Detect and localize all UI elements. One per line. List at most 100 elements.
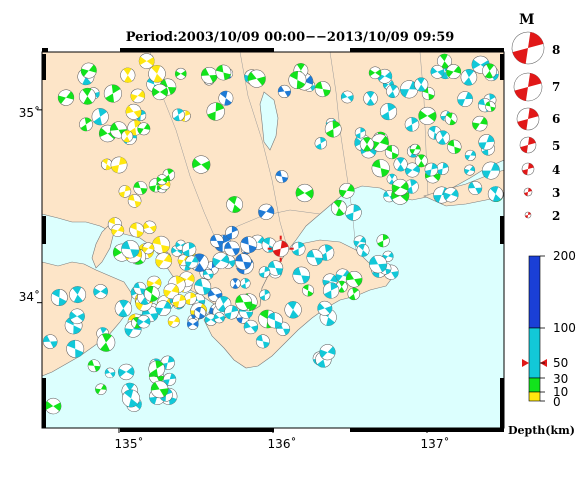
magnitude-legend-ball: [521, 162, 535, 176]
earthquake-mechanism: [224, 305, 239, 320]
earthquake-mechanism: [243, 319, 259, 335]
earthquake-mechanism: [151, 83, 168, 101]
colorbar-surface: [528, 391, 541, 402]
frame-bar: [42, 378, 46, 428]
frame-bar: [500, 216, 504, 244]
earthquake-mechanism: [437, 53, 452, 69]
earthquake-mechanism: [464, 164, 476, 176]
earthquake-mechanism: [322, 282, 340, 299]
earthquake-mechanism: [371, 159, 390, 178]
earthquake-mechanism: [255, 334, 270, 349]
earthquake-mechanism: [202, 268, 214, 280]
earthquake-mechanism: [446, 64, 462, 80]
earthquake-mechanism: [258, 266, 271, 278]
earthquake-mechanism: [118, 185, 132, 198]
earthquake-mechanism: [114, 299, 133, 318]
earthquake-mechanism: [460, 69, 478, 86]
earthquake-mechanism: [295, 183, 314, 203]
earthquake-mechanism: [487, 186, 504, 202]
earthquake-mechanism: [347, 287, 361, 301]
earthquake-mechanism: [133, 181, 148, 195]
map-frame-group: [37, 48, 505, 433]
earthquake-mechanism: [121, 240, 140, 259]
mainshock-marker: [267, 235, 294, 262]
earthquake-mechanism: [118, 363, 135, 381]
earthquake-mechanism: [87, 359, 101, 373]
earthquake-mechanism: [57, 89, 75, 106]
colorbar-label-200: 200: [553, 249, 576, 263]
earthquake-mechanism: [414, 77, 429, 92]
earthquake-mechanism: [478, 134, 495, 151]
earthquake-mechanism: [150, 380, 169, 399]
earthquake-mechanism: [485, 101, 496, 112]
earthquake-mechanism: [393, 157, 408, 172]
earthquake-mechanism: [163, 372, 177, 386]
magnitude-legend-ball: [523, 187, 533, 197]
earthquake-mechanism: [240, 278, 251, 289]
earthquake-mechanism: [314, 137, 327, 150]
earthquake-mechanism: [50, 289, 68, 306]
earthquake-mechanism: [148, 65, 166, 83]
magnitude-label-8: 8: [552, 43, 561, 57]
earthquake-mechanism: [42, 334, 58, 349]
earthquake-mechanism: [137, 315, 151, 329]
chart-title: Period:2003/10/09 00:00−−2013/10/09 09:5…: [125, 30, 455, 45]
prefecture-boundary: [239, 51, 289, 251]
earthquake-mechanism: [133, 281, 147, 295]
y-tick-label-34: 34˚: [18, 290, 40, 304]
earthquake-mechanism: [247, 69, 266, 88]
earthquake-mechanism: [200, 67, 218, 84]
earthquake-mechanism: [317, 244, 335, 261]
earthquake-mechanism: [363, 91, 378, 106]
x-tick-label-136: 136˚: [267, 437, 297, 451]
earthquake-mechanism: [156, 174, 168, 186]
earthquake-mechanism: [258, 203, 275, 220]
colorbar-label-30: 30: [553, 372, 569, 386]
earthquake-mechanism: [447, 139, 462, 154]
colorbar-shallow: [528, 377, 541, 393]
frame-bar: [42, 216, 46, 244]
earthquake-mechanism: [324, 120, 342, 138]
magnitude-label-7: 7: [552, 80, 561, 94]
earthquake-mechanism: [319, 344, 336, 361]
earthquake-mechanism: [376, 234, 390, 248]
magnitude-label-3: 3: [552, 186, 561, 200]
earthquake-mechanism: [224, 240, 240, 257]
earthquake-mechanism: [174, 67, 187, 80]
x-tick-label-137: 137˚: [420, 437, 450, 451]
earthquake-mechanism: [80, 62, 97, 79]
magnitude-legend-ball: [524, 211, 532, 219]
earthquake-mechanism: [481, 161, 500, 180]
earthquake-mechanism: [104, 367, 116, 379]
y-tick-label-35: 35˚: [18, 106, 40, 120]
earthquake-mechanism: [110, 156, 128, 174]
earthquake-mechanism: [210, 234, 224, 248]
earthquake-mechanism: [194, 306, 206, 319]
earthquake-mechanism: [444, 112, 458, 126]
earthquake-mechanism: [288, 71, 307, 89]
earthquake-mechanism: [186, 318, 199, 330]
magnitude-legend-ball: [519, 136, 537, 154]
colorbar-intermediate: [528, 327, 541, 379]
earthquake-mechanism: [66, 339, 85, 358]
earthquake-mechanism: [127, 194, 142, 208]
earthquake-mechanism: [206, 102, 225, 121]
frame-bar: [120, 48, 274, 52]
earthquake-mechanism: [226, 196, 243, 213]
earthquake-mechanism: [267, 260, 284, 276]
earthquake-mechanism: [424, 162, 439, 177]
earthquake-mechanism: [111, 224, 125, 237]
earthquake-mechanism: [212, 252, 230, 270]
colorbar-marker-left: [522, 359, 529, 367]
earthquake-mechanism: [345, 270, 363, 288]
colorbar-label-100: 100: [553, 321, 576, 335]
earthquake-mechanism: [215, 64, 232, 81]
earthquake-mechanism: [409, 143, 421, 155]
earthquake-mechanism: [79, 117, 93, 132]
earthquake-mechanism: [482, 63, 498, 79]
earthquake-mechanism: [125, 103, 142, 120]
magnitude-legend-ball: [513, 72, 543, 102]
earthquake-mechanism: [291, 241, 306, 256]
earthquake-mechanism: [101, 158, 113, 171]
